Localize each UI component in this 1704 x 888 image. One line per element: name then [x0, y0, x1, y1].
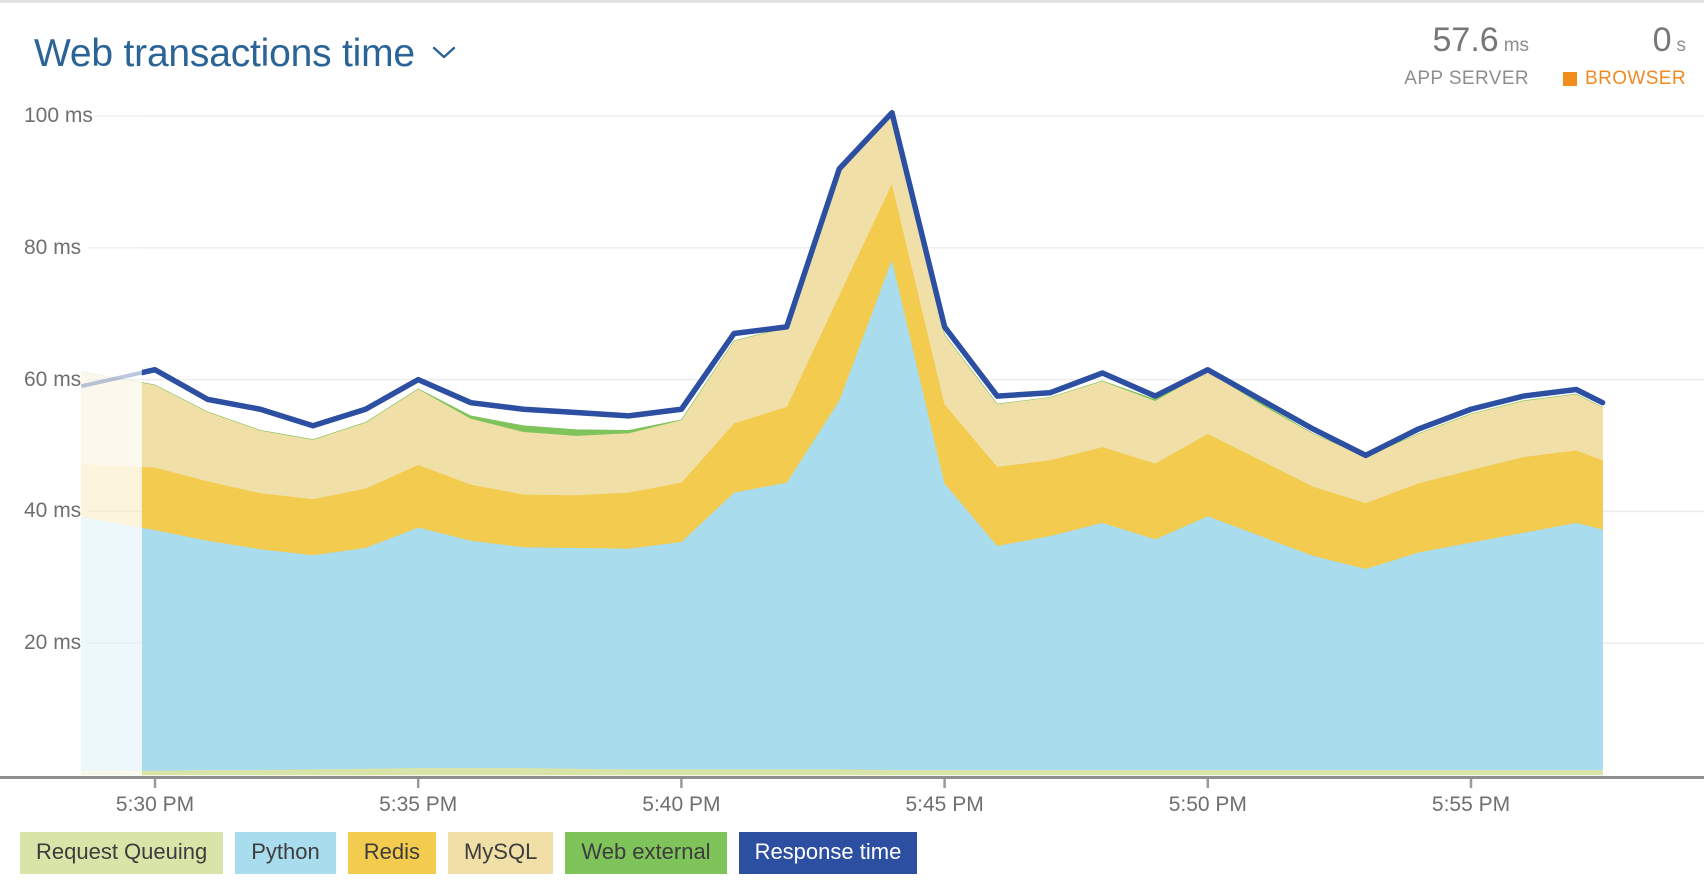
legend-item-request-queuing[interactable]: Request Queuing [20, 832, 224, 874]
metric-app-server-label: APP SERVER [1404, 68, 1530, 89]
x-axis-tick-label: 5:40 PM [642, 793, 721, 816]
metric-browser-number: 0 [1652, 21, 1672, 59]
legend-item-mysql[interactable]: MySQL [447, 832, 554, 874]
metric-browser-unit: s [1676, 35, 1687, 56]
metric-app-server-unit: ms [1503, 35, 1530, 56]
series-area-dimmed [81, 516, 142, 771]
metric-app-server-value: 57.6 ms [1433, 21, 1530, 65]
x-axis-tick-label: 5:55 PM [1431, 793, 1511, 816]
metric-browser-label: BROWSER [1563, 68, 1686, 90]
legend-item-web-external[interactable]: Web external [565, 832, 727, 874]
chart-plot-area[interactable]: 20 ms 40 ms 60 ms 80 ms 100 ms [0, 99, 1704, 868]
series-areas [141, 110, 1603, 776]
legend-item-redis[interactable]: Redis [347, 832, 436, 874]
x-axis-tick-label: 5:50 PM [1168, 793, 1247, 816]
stacked-area-chart[interactable] [0, 99, 1704, 789]
series-area [141, 110, 1603, 458]
series-area-dimmed [81, 371, 142, 467]
x-axis-ticks [0, 776, 1704, 788]
series-areas-dimmed [81, 371, 142, 776]
series-area-dimmed [81, 463, 142, 528]
chart-title-dropdown[interactable]: Web transactions time [34, 31, 459, 77]
chevron-down-icon[interactable] [429, 42, 459, 67]
chart-legend: Request Queuing Python Redis MySQL Web exter… [20, 832, 918, 874]
browser-color-swatch-icon [1563, 72, 1578, 86]
series-area-dimmed [81, 770, 142, 776]
widget-header: Web transactions time 57.6 ms APP SERVER … [0, 3, 1704, 103]
x-axis-tick-label: 5:30 PM [115, 793, 195, 816]
legend-item-response-time[interactable]: Response time [738, 832, 918, 874]
metric-app-server-number: 57.6 [1432, 21, 1499, 59]
x-axis-tick-label: 5:45 PM [905, 793, 984, 816]
metric-app-server[interactable]: 57.6 ms APP SERVER [1370, 21, 1529, 90]
legend-item-python[interactable]: Python [235, 832, 336, 874]
x-axis-tick-label: 5:35 PM [379, 793, 458, 816]
x-axis: 5:30 PM 5:35 PM 5:40 PM 5:45 PM 5:50 PM 5:55 … [0, 775, 1704, 835]
response-time-line [141, 109, 1606, 459]
page-title: Web transactions time [34, 32, 415, 75]
